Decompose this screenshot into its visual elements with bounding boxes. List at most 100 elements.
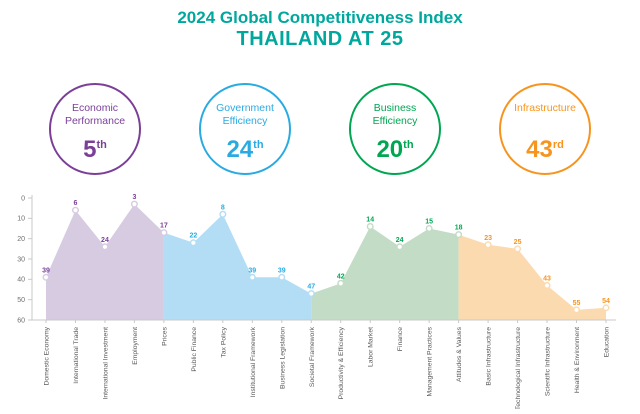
category-label: Productivity & Efficiency xyxy=(338,326,345,399)
category-label: International Trade xyxy=(73,326,80,383)
category-label: Basic Infrastructure xyxy=(486,326,493,385)
data-point xyxy=(71,206,79,214)
category-label: Finance xyxy=(397,326,404,350)
value-label: 18 xyxy=(455,224,463,231)
data-point xyxy=(278,273,286,281)
area-chart: 0 10 20 30 40 50 60 39 6 24 3 17 22 8 39 39 47 42 14 24 15 18… xyxy=(0,191,640,414)
area-chart-svg: 0 10 20 30 40 50 60 39 6 24 3 17 22 8 39 39 47 42 14 24 15 18… xyxy=(17,194,616,410)
value-label: 39 xyxy=(248,267,256,274)
data-point xyxy=(130,200,138,208)
x-axis xyxy=(32,319,616,323)
rank-number: 5 xyxy=(83,135,97,163)
data-point xyxy=(573,305,581,313)
factor-circle-business-efficiency: Business Efficiency 20th xyxy=(349,82,441,175)
category-label: Public Finance xyxy=(191,326,198,371)
data-point xyxy=(366,222,374,230)
category-label: Tax Policy xyxy=(220,326,227,357)
data-point xyxy=(101,242,109,250)
value-label: 15 xyxy=(425,218,433,225)
category-label: Health & Environment xyxy=(574,326,581,392)
factor-label: Government Efficiency xyxy=(216,101,274,128)
data-points: 39 6 24 3 17 22 8 39 39 47 42 14 24 15 18 23 25 43 55 54 xyxy=(42,194,610,313)
category-label: Technological Infrastructure xyxy=(515,326,522,408)
y-tick-label: 20 xyxy=(17,236,25,243)
category-label: Domestic Economy xyxy=(44,326,51,385)
category-label: Labor Market xyxy=(368,326,375,366)
data-point xyxy=(189,238,197,246)
data-point xyxy=(307,289,315,297)
category-label: Scientific Infrastructure xyxy=(545,326,552,395)
value-label: 39 xyxy=(278,267,286,274)
rank-suffix: th xyxy=(403,138,414,151)
factor-label: Economic Performance xyxy=(64,101,126,128)
data-point xyxy=(160,228,168,236)
y-tick-label: 60 xyxy=(17,317,25,324)
category-label: Societal Framework xyxy=(309,326,316,387)
category-labels: Domestic Economy International Trade Inter… xyxy=(44,326,611,410)
data-point xyxy=(248,273,256,281)
data-point xyxy=(514,244,522,252)
category-label: International Investment xyxy=(102,326,109,399)
category-label: Education xyxy=(604,326,611,356)
value-label: 25 xyxy=(514,238,522,245)
value-label: 43 xyxy=(543,275,551,282)
rank-suffix: th xyxy=(96,138,107,151)
value-label: 47 xyxy=(307,283,315,290)
data-point xyxy=(602,303,610,311)
factor-rank: 20th xyxy=(351,136,439,164)
category-label: Institutional Framework xyxy=(250,326,257,397)
area-fills xyxy=(46,203,606,320)
factor-rank: 43rd xyxy=(501,136,589,164)
rank-number: 43 xyxy=(526,135,553,163)
value-label: 24 xyxy=(396,236,404,243)
y-tick-label: 40 xyxy=(17,276,25,283)
rank-suffix: th xyxy=(253,138,264,151)
data-point xyxy=(455,230,463,238)
chart-subtitle: THAILAND AT 25 xyxy=(236,27,404,50)
rank-number: 24 xyxy=(226,135,254,163)
y-tick-label: 50 xyxy=(17,297,25,304)
value-label: 6 xyxy=(74,200,78,207)
chart-title: 2024 Global Competitiveness Index xyxy=(177,8,463,27)
value-label: 22 xyxy=(189,232,197,239)
area-fill-business-efficiency xyxy=(311,226,459,320)
category-label: Prices xyxy=(161,326,168,345)
category-label: Attitudes & Values xyxy=(456,326,463,382)
value-label: 39 xyxy=(42,267,50,274)
page-header: 2024 Global Competitiveness Index THAILA… xyxy=(0,0,640,51)
area-fill-economic-performance xyxy=(46,203,164,320)
factor-circle-economic-performance: Economic Performance 5th xyxy=(49,82,141,175)
y-tick-label: 0 xyxy=(21,195,25,202)
data-point xyxy=(484,240,492,248)
value-label: 54 xyxy=(602,297,610,304)
data-point xyxy=(396,242,404,250)
value-label: 17 xyxy=(160,222,168,229)
category-label: Employment xyxy=(132,326,139,364)
value-label: 42 xyxy=(337,273,345,280)
category-label: Business Legislation xyxy=(279,326,286,388)
value-label: 3 xyxy=(132,194,136,201)
factor-circles-row: Economic Performance 5th Government Effi… xyxy=(0,82,640,177)
data-point xyxy=(425,224,433,232)
y-tick-label: 30 xyxy=(17,256,25,263)
data-point xyxy=(337,279,345,287)
value-label: 55 xyxy=(573,299,581,306)
data-point xyxy=(42,273,50,281)
value-label: 14 xyxy=(366,216,374,223)
factor-circle-infrastructure: Infrastructure 43rd xyxy=(499,82,591,175)
factor-label: Infrastructure xyxy=(514,101,576,114)
value-label: 8 xyxy=(221,204,225,211)
data-point xyxy=(543,281,551,289)
rank-number: 20 xyxy=(376,135,404,163)
category-label: Management Practices xyxy=(427,326,434,396)
value-label: 23 xyxy=(484,234,492,241)
factor-rank: 5th xyxy=(51,136,139,164)
area-fill-infrastructure xyxy=(458,234,606,320)
factor-label: Business Efficiency xyxy=(372,101,418,128)
area-fill-government-efficiency xyxy=(163,213,312,320)
value-label: 24 xyxy=(101,236,109,243)
factor-rank: 24th xyxy=(201,136,289,164)
factor-circle-government-efficiency: Government Efficiency 24th xyxy=(199,82,291,175)
y-axis: 0 10 20 30 40 50 60 xyxy=(17,194,33,324)
